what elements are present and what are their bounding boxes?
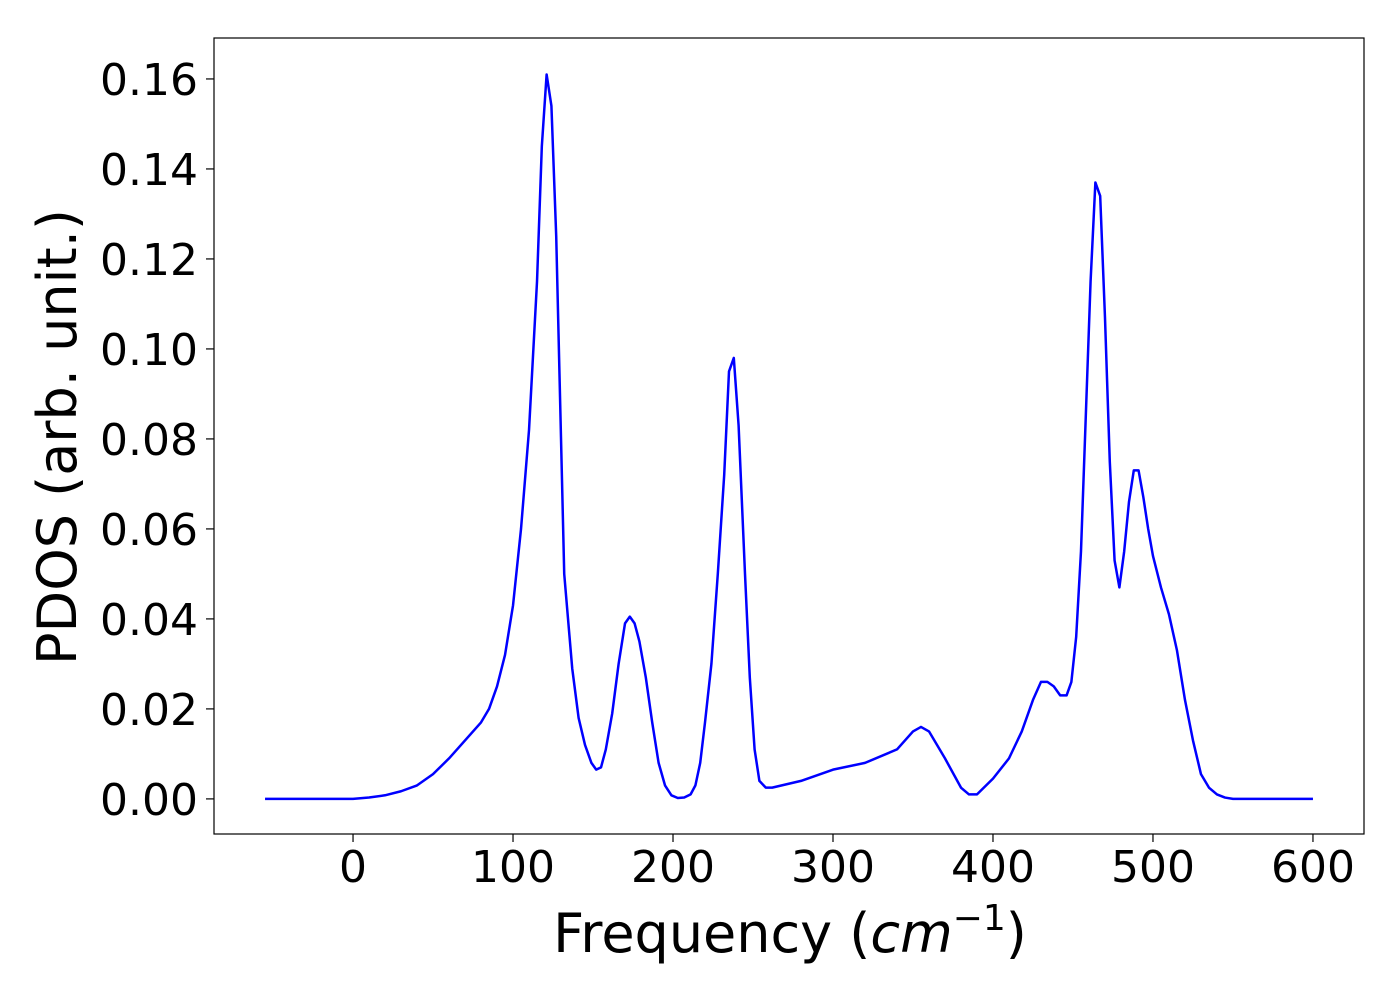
x-label-sup: −1 xyxy=(953,898,1006,939)
y-tick-label: 0.16 xyxy=(100,55,198,106)
plot-frame xyxy=(213,37,1365,835)
x-tick-label: 400 xyxy=(951,842,1035,893)
x-label-text: Frequency ( xyxy=(553,902,870,965)
x-tick-label: 0 xyxy=(339,842,367,893)
y-axis-label: PDOS (arb. unit.) xyxy=(26,209,89,665)
y-tick-label: 0.14 xyxy=(100,145,198,196)
y-tick-label: 0.12 xyxy=(100,235,198,286)
y-tick-label: 0.02 xyxy=(100,685,198,736)
y-tick-label: 0.06 xyxy=(100,505,198,556)
x-tick-label: 200 xyxy=(631,842,715,893)
y-tick-label: 0.00 xyxy=(100,775,198,826)
x-tick-label: 600 xyxy=(1271,842,1355,893)
x-axis-label: Frequency (cm−1) xyxy=(553,898,1027,965)
y-tick-label: 0.08 xyxy=(100,415,198,466)
y-tick-label: 0.10 xyxy=(100,325,198,376)
x-label-close: ) xyxy=(1006,902,1027,965)
y-tick-label: 0.04 xyxy=(100,595,198,646)
x-tick-label: 500 xyxy=(1111,842,1195,893)
data-line xyxy=(265,73,1313,801)
x-label-math: cm xyxy=(870,902,952,965)
x-tick-label: 300 xyxy=(791,842,875,893)
x-tick-label: 100 xyxy=(471,842,555,893)
